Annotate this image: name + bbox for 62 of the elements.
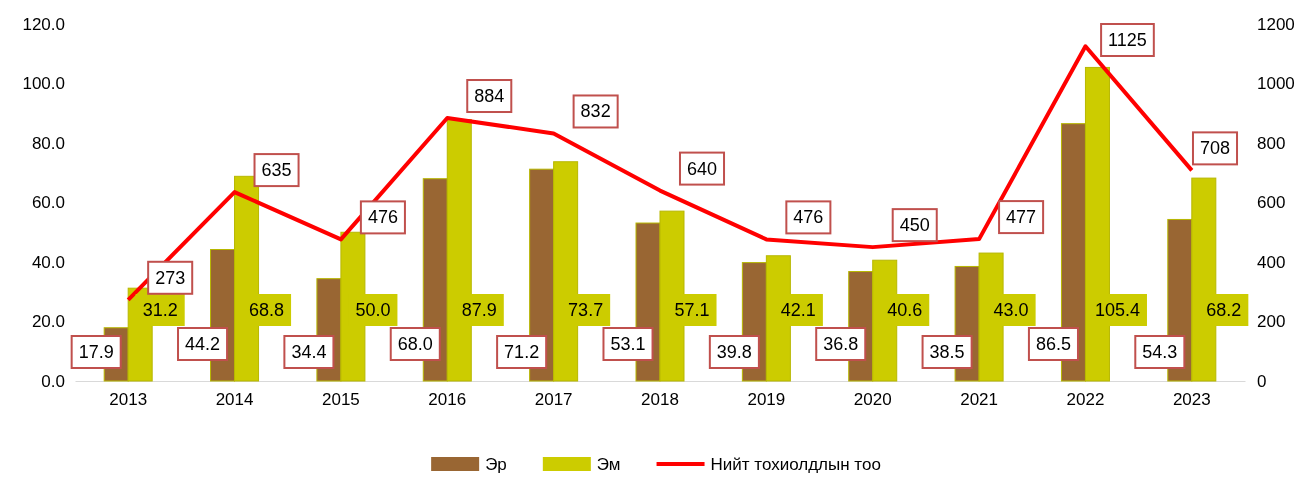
y-tick-label: 100.0 [22,74,65,94]
data-label: 476 [793,207,824,228]
data-label: 34.4 [291,342,327,362]
data-label: 53.1 [610,334,646,354]
data-label: 477 [1006,207,1037,228]
y-tick-label: 20.0 [31,312,65,332]
data-label: 42.1 [780,300,816,320]
data-label: 17.9 [78,342,114,362]
data-label: 87.9 [461,300,497,320]
y-tick-label: 120.0 [22,14,65,34]
y2-tick-label: 0 [1257,371,1267,391]
data-label: 476 [367,207,398,228]
data-label: 68.0 [397,334,433,354]
data-label: 68.8 [249,300,285,320]
y2-tick-label: 1200 [1257,14,1295,34]
data-label: 39.8 [716,342,752,362]
y-tick-label: 80.0 [31,133,65,153]
x-tick-label: 2019 [747,390,786,410]
data-label: 36.8 [823,334,859,354]
x-tick-label: 2022 [1066,390,1105,410]
x-tick-label: 2014 [215,390,254,410]
data-label: 43.0 [993,300,1029,320]
data-label: 54.3 [1142,342,1178,362]
y2-tick-label: 800 [1257,133,1286,153]
y-tick-label: 0.0 [41,371,65,391]
x-tick-label: 2023 [1172,390,1211,410]
x-tick-label: 2020 [853,390,892,410]
data-label: 450 [899,215,930,236]
data-label: 71.2 [504,342,540,362]
data-label: 105.4 [1094,300,1140,320]
legend-label: Нийт тохиолдлын тоо [710,454,881,474]
x-tick-label: 2013 [109,390,148,410]
x-tick-label: 2018 [641,390,679,410]
data-label: 86.5 [1035,334,1071,354]
data-label: 273 [155,267,186,288]
data-label: 635 [261,160,292,181]
y-tick-label: 60.0 [31,193,65,213]
legend-label: Эм [596,454,621,474]
data-label: 50.0 [355,300,391,320]
data-label: 832 [580,101,611,122]
line-series [126,44,1194,302]
x-tick-label: 2016 [428,390,467,410]
data-label: 68.2 [1206,300,1242,320]
data-label: 884 [474,86,505,107]
data-label: 57.1 [674,300,710,320]
x-tick-label: 2021 [960,390,998,410]
legend-label: Эр [485,454,507,474]
y2-tick-label: 1000 [1257,74,1295,94]
data-label: 44.2 [185,334,221,354]
y-tick-label: 40.0 [31,252,65,272]
data-label: 31.2 [142,300,178,320]
y2-tick-label: 600 [1257,193,1286,213]
data-label: 1125 [1108,30,1147,50]
data-label: 73.7 [568,300,604,320]
data-label: 640 [686,158,718,179]
y2-tick-label: 400 [1257,252,1286,272]
data-label: 708 [1199,138,1231,159]
x-tick-label: 2015 [322,390,360,410]
x-tick-label: 2017 [534,390,573,410]
y2-tick-label: 200 [1257,312,1286,332]
data-label: 40.6 [887,300,923,320]
data-label: 38.5 [929,342,965,362]
